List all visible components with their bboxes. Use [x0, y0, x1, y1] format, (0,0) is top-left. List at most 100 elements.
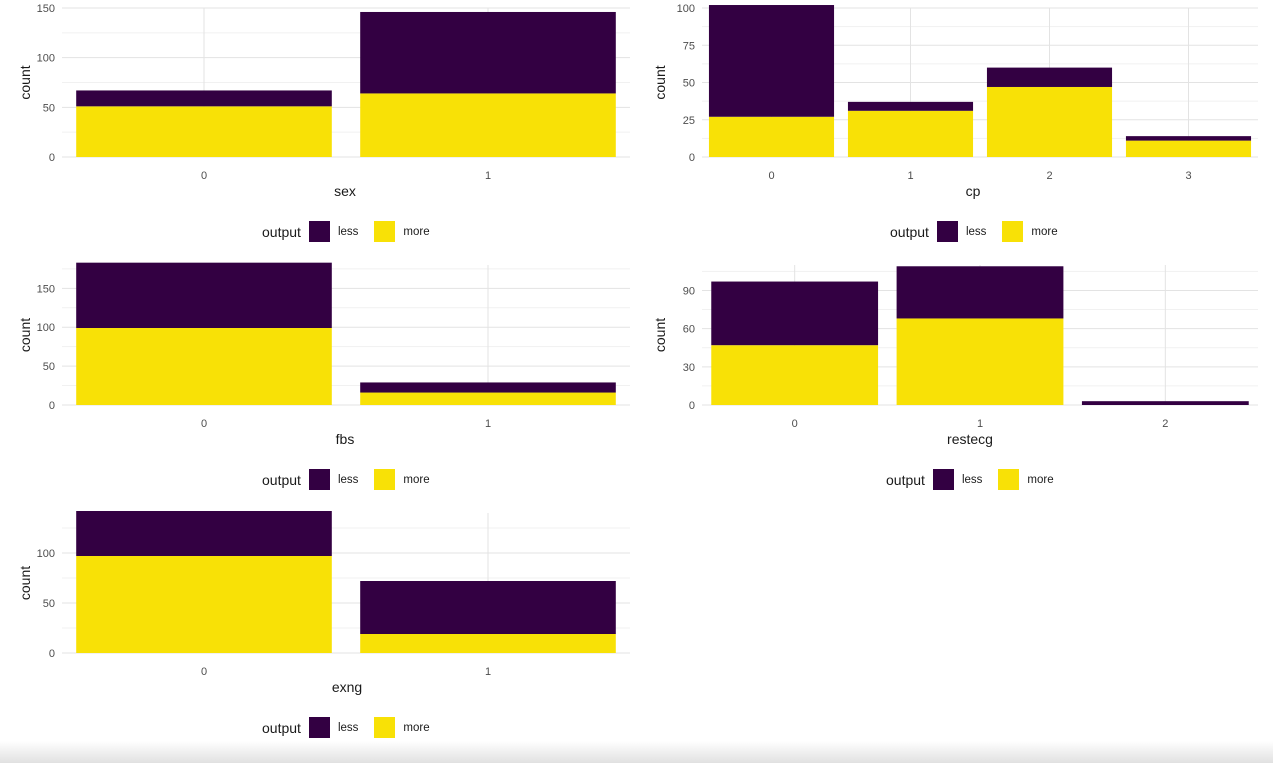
- legend-label-less: less: [961, 473, 983, 486]
- bar-less-exng-1: [360, 581, 616, 634]
- bar-more-exng-0: [76, 556, 332, 653]
- bar-more-cp-1: [847, 110, 974, 157]
- legend: output less more: [262, 221, 446, 242]
- x-tick-label: 1: [907, 170, 913, 182]
- legend-label-less: less: [965, 225, 987, 238]
- y-axis-title: count: [17, 318, 33, 352]
- chart-panel-exng: 0 50 100 0 1 exng count output less more: [0, 511, 638, 761]
- legend-title: output: [262, 719, 301, 736]
- bar-less-sex-0: [76, 90, 332, 107]
- legend-key-more: [998, 469, 1020, 490]
- y-tick-label: 100: [37, 548, 55, 560]
- bar-more-sex-1: [360, 93, 616, 157]
- legend-label-less: less: [337, 225, 359, 238]
- y-tick-label: 25: [683, 115, 695, 127]
- y-axis-title: count: [17, 65, 33, 99]
- legend-key-less: [936, 221, 958, 242]
- x-axis-title: fbs: [336, 431, 355, 447]
- chart-svg-fbs: 0 50 100 150 0 1 fbs count: [17, 262, 630, 447]
- bar-more-cp-2: [986, 86, 1113, 157]
- x-tick-label: 0: [201, 418, 207, 430]
- bar-more-cp-0: [708, 116, 835, 157]
- legend: output less more: [262, 717, 446, 738]
- bar-more-sex-0: [76, 106, 332, 157]
- chart-panel-restecg: 0 30 60 90 0 1 2 restecg count output less more: [635, 265, 1273, 513]
- legend-title: output: [886, 471, 925, 488]
- chart-panel-sex: 0 50 100 150 0 1 sex count output less more: [0, 0, 638, 248]
- x-tick-label: 1: [485, 170, 491, 182]
- legend-title: output: [262, 223, 301, 240]
- legend-title: output: [890, 223, 929, 240]
- y-tick-label: 0: [689, 152, 695, 164]
- chart-svg-sex: 0 50 100 150 0 1 sex count: [17, 3, 630, 199]
- legend-key-less: [308, 469, 330, 490]
- x-tick-label: 3: [1185, 170, 1191, 182]
- bar-more-restecg-1: [896, 318, 1064, 405]
- legend-key-less: [932, 469, 954, 490]
- y-tick-label: 150: [37, 3, 55, 15]
- legend-label-more: more: [403, 225, 430, 238]
- y-tick-label: 100: [37, 53, 55, 65]
- bar-less-cp-3: [1125, 136, 1252, 141]
- bar-less-fbs-1: [360, 382, 616, 393]
- legend: output less more: [262, 469, 446, 490]
- chart-svg-restecg: 0 30 60 90 0 1 2 restecg count: [652, 265, 1258, 447]
- bar-less-cp-0: [708, 5, 835, 117]
- x-tick-label: 2: [1162, 418, 1168, 430]
- legend-label-more: more: [1031, 225, 1058, 238]
- chart-panel-cp: 0 25 50 75 100 0 1 2 3 cp count output less more: [635, 0, 1273, 248]
- legend-label-less: less: [337, 473, 359, 486]
- y-tick-label: 100: [677, 3, 695, 15]
- y-tick-label: 50: [43, 102, 55, 114]
- bar-less-restecg-1: [896, 266, 1064, 319]
- bar-more-cp-3: [1125, 140, 1252, 157]
- legend-label-more: more: [403, 721, 430, 734]
- y-tick-label: 50: [683, 78, 695, 90]
- chart-svg-exng: 0 50 100 0 1 exng count: [17, 511, 630, 695]
- legend: output less more: [890, 221, 1074, 242]
- y-tick-label: 50: [43, 361, 55, 373]
- y-tick-label: 90: [683, 285, 695, 297]
- legend-key-more: [374, 221, 396, 242]
- y-tick-label: 30: [683, 362, 695, 374]
- bar-less-fbs-0: [76, 262, 332, 328]
- legend-label-more: more: [1027, 473, 1054, 486]
- bar-more-restecg-0: [711, 345, 879, 405]
- bar-more-exng-1: [360, 634, 616, 653]
- y-axis-title: count: [652, 65, 668, 99]
- legend-key-more: [1002, 221, 1024, 242]
- x-tick-label: 1: [485, 666, 491, 678]
- legend-key-less: [308, 717, 330, 738]
- chart-panel-fbs: 0 50 100 150 0 1 fbs count output less more: [0, 262, 638, 513]
- y-axis-title: count: [652, 318, 668, 352]
- x-axis-title: exng: [332, 679, 362, 695]
- y-tick-label: 0: [689, 400, 695, 412]
- y-tick-label: 150: [37, 283, 55, 295]
- legend-key-more: [374, 717, 396, 738]
- y-axis-title: count: [17, 566, 33, 600]
- chart-svg-cp: 0 25 50 75 100 0 1 2 3 cp count: [652, 3, 1258, 199]
- x-axis-title: sex: [334, 183, 356, 199]
- bar-more-fbs-1: [360, 392, 616, 405]
- x-tick-label: 0: [768, 170, 774, 182]
- y-tick-label: 0: [49, 648, 55, 660]
- x-tick-label: 0: [201, 666, 207, 678]
- x-tick-label: 1: [977, 418, 983, 430]
- legend-title: output: [262, 471, 301, 488]
- x-tick-label: 2: [1046, 170, 1052, 182]
- legend-key-less: [308, 221, 330, 242]
- bar-less-cp-1: [847, 101, 974, 111]
- legend-key-more: [374, 469, 396, 490]
- y-tick-label: 60: [683, 324, 695, 336]
- x-axis-title: cp: [966, 183, 981, 199]
- x-tick-label: 1: [485, 418, 491, 430]
- y-tick-label: 100: [37, 322, 55, 334]
- bar-less-restecg-2: [1081, 401, 1249, 405]
- bar-less-restecg-0: [711, 281, 879, 346]
- x-tick-label: 0: [201, 170, 207, 182]
- legend-label-more: more: [403, 473, 430, 486]
- y-tick-label: 0: [49, 152, 55, 164]
- bar-less-sex-1: [360, 11, 616, 94]
- bar-less-cp-2: [986, 67, 1113, 87]
